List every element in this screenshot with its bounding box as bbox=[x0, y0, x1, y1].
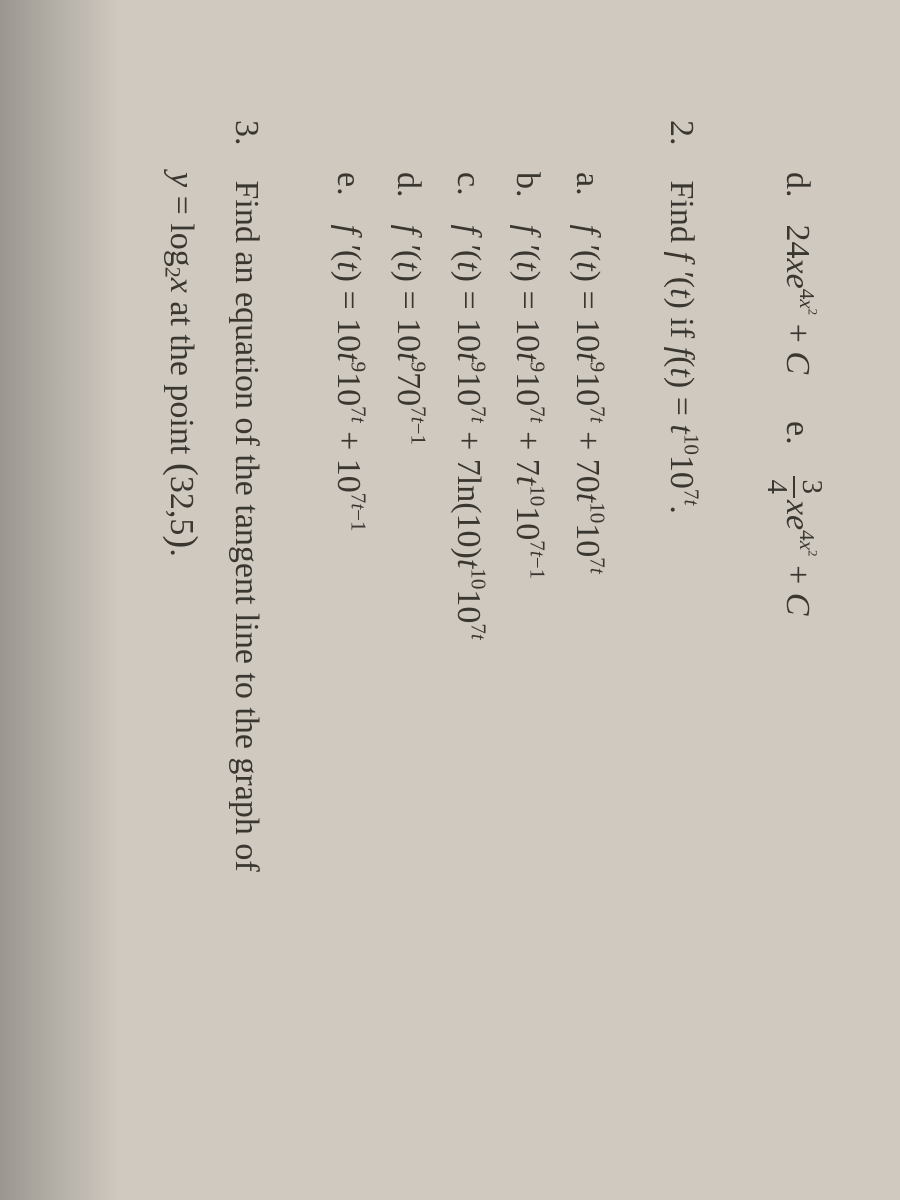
q2-option-a: a. f ′(t) = 10t9107t + 70t10107t bbox=[564, 120, 610, 1160]
q3-number: 3. bbox=[223, 120, 269, 172]
q3-math: y = log2x at the point (32,5). bbox=[163, 172, 200, 557]
q3-stem-line1: 3. Find an equation of the tangent line … bbox=[223, 120, 269, 1160]
option-letter: c. bbox=[445, 172, 491, 216]
option-letter: d. bbox=[774, 172, 820, 216]
q3-text: Find an equation of the tangent line to … bbox=[228, 181, 265, 872]
option-math: 34xe4x2 + C bbox=[779, 474, 816, 616]
page-photo: d. 24xe4x2 + C e. 34xe4x2 + C 2. Find f … bbox=[0, 0, 900, 1200]
q2-number: 2. bbox=[658, 120, 704, 172]
option-math: f ′(t) = 10t9107t + 7t10107t−1 bbox=[509, 225, 546, 580]
prev-option-d: d. 24xe4x2 + C e. 34xe4x2 + C bbox=[762, 120, 826, 1160]
page-text-block: d. 24xe4x2 + C e. 34xe4x2 + C 2. Find f … bbox=[0, 0, 900, 1200]
option-letter: d. bbox=[385, 172, 431, 216]
q2-option-b: b. f ′(t) = 10t9107t + 7t10107t−1 bbox=[505, 120, 551, 1160]
option-math: f ′(t) = 10t9707t−1 bbox=[390, 225, 427, 446]
q2-text: Find f ′(t) if f(t) = t10107t. bbox=[663, 181, 700, 514]
option-math: 24xe4x2 + C bbox=[779, 225, 816, 383]
option-letter: e. bbox=[325, 172, 371, 216]
option-math: f ′(t) = 10t9107t + 70t10107t bbox=[569, 225, 606, 574]
option-letter: e. bbox=[774, 421, 820, 465]
option-letter: b. bbox=[505, 172, 551, 216]
q2-option-d: d. f ′(t) = 10t9707t−1 bbox=[385, 120, 431, 1160]
q3-stem-line2: y = log2x at the point (32,5). bbox=[156, 120, 209, 1160]
option-letter: a. bbox=[564, 172, 610, 216]
q2-option-c: c. f ′(t) = 10t9107t + 7ln(10)t10107t bbox=[445, 120, 491, 1160]
option-math: f ′(t) = 10t9107t + 7ln(10)t10107t bbox=[450, 225, 487, 640]
q2-stem: 2. Find f ′(t) if f(t) = t10107t. bbox=[658, 120, 704, 1160]
option-math: f ′(t) = 10t9107t + 107t−1 bbox=[330, 225, 367, 532]
q2-option-e: e. f ′(t) = 10t9107t + 107t−1 bbox=[325, 120, 371, 1160]
